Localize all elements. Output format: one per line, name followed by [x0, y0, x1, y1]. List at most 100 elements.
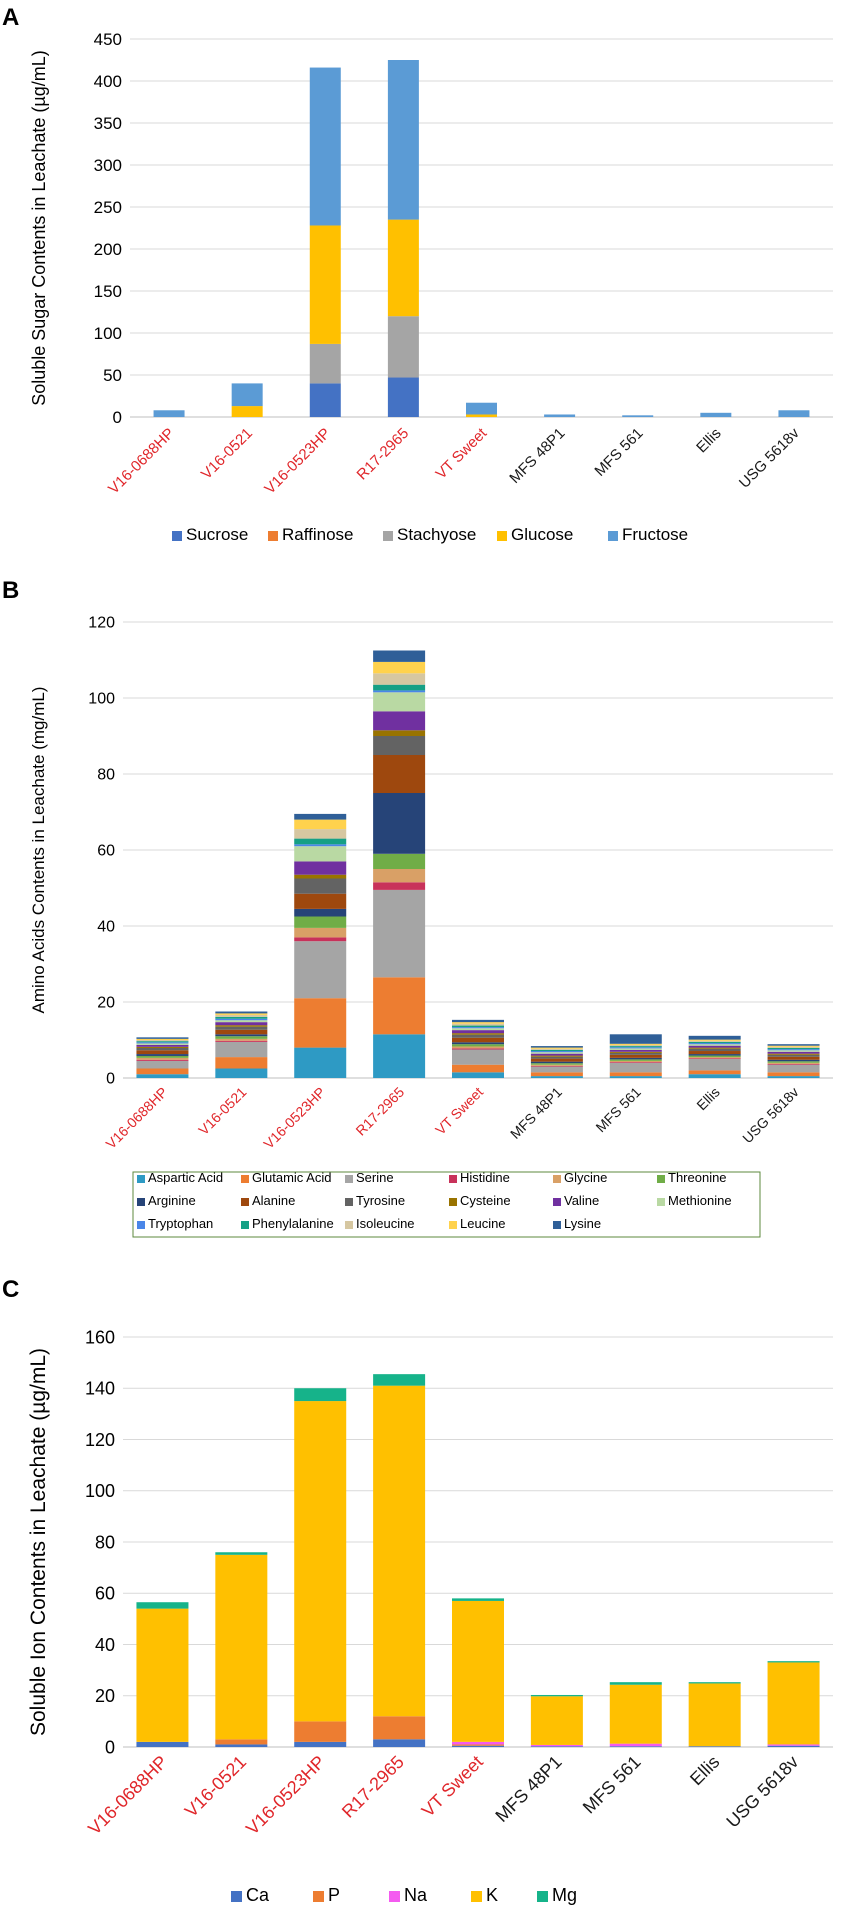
bar-segment-cysteine	[452, 1033, 504, 1035]
x-tick-label: USG 5618v	[722, 1752, 802, 1832]
x-tick-label: USG 5618v	[739, 1084, 801, 1146]
legend-label: Raffinose	[282, 525, 354, 544]
bar-segment-k	[530, 1696, 583, 1745]
x-tick-label: VT Sweet	[433, 424, 491, 482]
legend-label: Glutamic Acid	[252, 1170, 331, 1185]
bar-segment-serine	[215, 1041, 268, 1058]
bar-segment-arginine	[609, 1057, 662, 1060]
bar-segment-glycine	[136, 1057, 189, 1060]
bar-segment-phenylalanine	[767, 1047, 820, 1050]
bar-segment-fructose	[309, 67, 341, 226]
bar-segment-glutamic-acid	[373, 977, 426, 1035]
bar-segment-threonine	[136, 1055, 189, 1058]
panel-b-legend: Aspartic Acid Glutamic Acid Serine Histidin…	[137, 1170, 732, 1231]
legend-label: Histidine	[460, 1170, 510, 1185]
bar-segment-stachyose	[387, 316, 419, 378]
bar-segment-tryptophan	[609, 1047, 662, 1049]
bar-segment-mg	[767, 1661, 820, 1663]
bar-segment-aspartic-acid	[609, 1076, 662, 1078]
y-tick-label: 120	[85, 1430, 115, 1450]
bar-segment-alanine	[609, 1054, 662, 1058]
y-tick-label: 140	[85, 1379, 115, 1399]
bar-segment-mg	[294, 1388, 347, 1402]
bar-segment-glycine	[530, 1064, 583, 1066]
bar-segment-ca	[136, 1741, 189, 1747]
legend-label: Tyrosine	[356, 1193, 405, 1208]
y-tick-label: 0	[105, 1737, 115, 1757]
bar-segment-phenylalanine	[609, 1046, 662, 1048]
bar-segment-isoleucine	[530, 1048, 583, 1050]
bar-segment-ca	[688, 1746, 741, 1747]
legend-swatch	[345, 1221, 353, 1229]
bar-segment-alanine	[767, 1056, 820, 1060]
y-tick-label: 160	[85, 1327, 115, 1347]
bar-segment-isoleucine	[373, 673, 426, 685]
bar-segment-methionine	[215, 1020, 268, 1023]
bar-segment-isoleucine	[215, 1014, 268, 1017]
x-tick-label: USG 5618v	[736, 424, 803, 491]
bar-segment-tyrosine	[767, 1054, 820, 1057]
bar-segment-valine	[373, 711, 426, 731]
bar-segment-leucine	[530, 1047, 583, 1049]
bar-segment-glycine	[294, 927, 347, 938]
legend-swatch	[553, 1175, 561, 1183]
x-tick-label: V16-0523HP	[260, 1084, 328, 1152]
x-tick-label: V16-0521	[198, 425, 256, 483]
y-tick-label: 60	[95, 1584, 115, 1604]
bar-segment-p	[294, 1721, 347, 1742]
legend-label: Sucrose	[186, 525, 248, 544]
legend-label: Valine	[564, 1193, 599, 1208]
panel-b-gridlines	[123, 621, 833, 1079]
bar-segment-k	[452, 1600, 504, 1742]
legend-swatch	[497, 531, 507, 541]
x-tick-label: Ellis	[686, 1752, 723, 1789]
bar-segment-methionine	[452, 1028, 504, 1031]
panel-c-label: C	[2, 1276, 19, 1303]
y-tick-label: 60	[97, 843, 115, 860]
legend-swatch	[553, 1221, 561, 1229]
bar-segment-mg	[373, 1374, 426, 1386]
x-tick-label: R17-2965	[338, 1752, 408, 1822]
legend-label: Tryptophan	[148, 1216, 213, 1231]
x-tick-label: V16-0523HP	[242, 1752, 329, 1839]
legend-label: Lysine	[564, 1216, 601, 1231]
bar-segment-fructose	[622, 415, 654, 417]
bar-segment-histidine	[767, 1063, 820, 1065]
legend-label: Aspartic Acid	[148, 1170, 223, 1185]
bar-segment-ca	[767, 1745, 820, 1747]
legend-label: Stachyose	[397, 525, 476, 544]
bar-segment-tyrosine	[215, 1026, 268, 1030]
panel-c-y-axis-label: Soluble Ion Contents in Leachate (µg/mL)	[27, 1348, 50, 1736]
y-tick-label: 40	[95, 1635, 115, 1655]
legend-swatch	[241, 1175, 249, 1183]
bar-segment-methionine	[373, 692, 426, 712]
bar-segment-glutamic-acid	[136, 1068, 189, 1075]
y-tick-label: 250	[94, 198, 122, 217]
bar-segment-alanine	[136, 1050, 189, 1055]
bar-segment-lysine	[136, 1037, 189, 1039]
legend-label: Na	[404, 1885, 428, 1905]
y-tick-label: 20	[97, 995, 115, 1012]
bar-segment-mg	[609, 1682, 662, 1685]
bar-segment-leucine	[294, 819, 347, 830]
bar-segment-threonine	[452, 1044, 504, 1047]
panel-b-legend-border	[132, 1171, 761, 1238]
x-tick-label: R17-2965	[352, 1084, 407, 1139]
y-tick-label: 50	[103, 366, 122, 385]
bar-segment-glycine	[688, 1057, 741, 1059]
y-tick-label: 40	[97, 919, 115, 936]
bar-segment-glutamic-acid	[767, 1072, 820, 1077]
bar-segment-tryptophan	[767, 1049, 820, 1051]
bar-segment-leucine	[136, 1038, 189, 1040]
legend-swatch	[241, 1221, 249, 1229]
legend-label: Phenylalanine	[252, 1216, 334, 1231]
bar-segment-phenylalanine	[530, 1049, 583, 1052]
bar-segment-methionine	[294, 846, 347, 862]
panel-a-label: A	[2, 4, 19, 31]
bar-segment-glucose	[466, 414, 497, 417]
bar-segment-glutamic-acid	[530, 1072, 583, 1077]
legend-swatch	[449, 1221, 457, 1229]
legend-label: Cysteine	[460, 1193, 511, 1208]
bar-segment-sucrose	[387, 377, 419, 417]
